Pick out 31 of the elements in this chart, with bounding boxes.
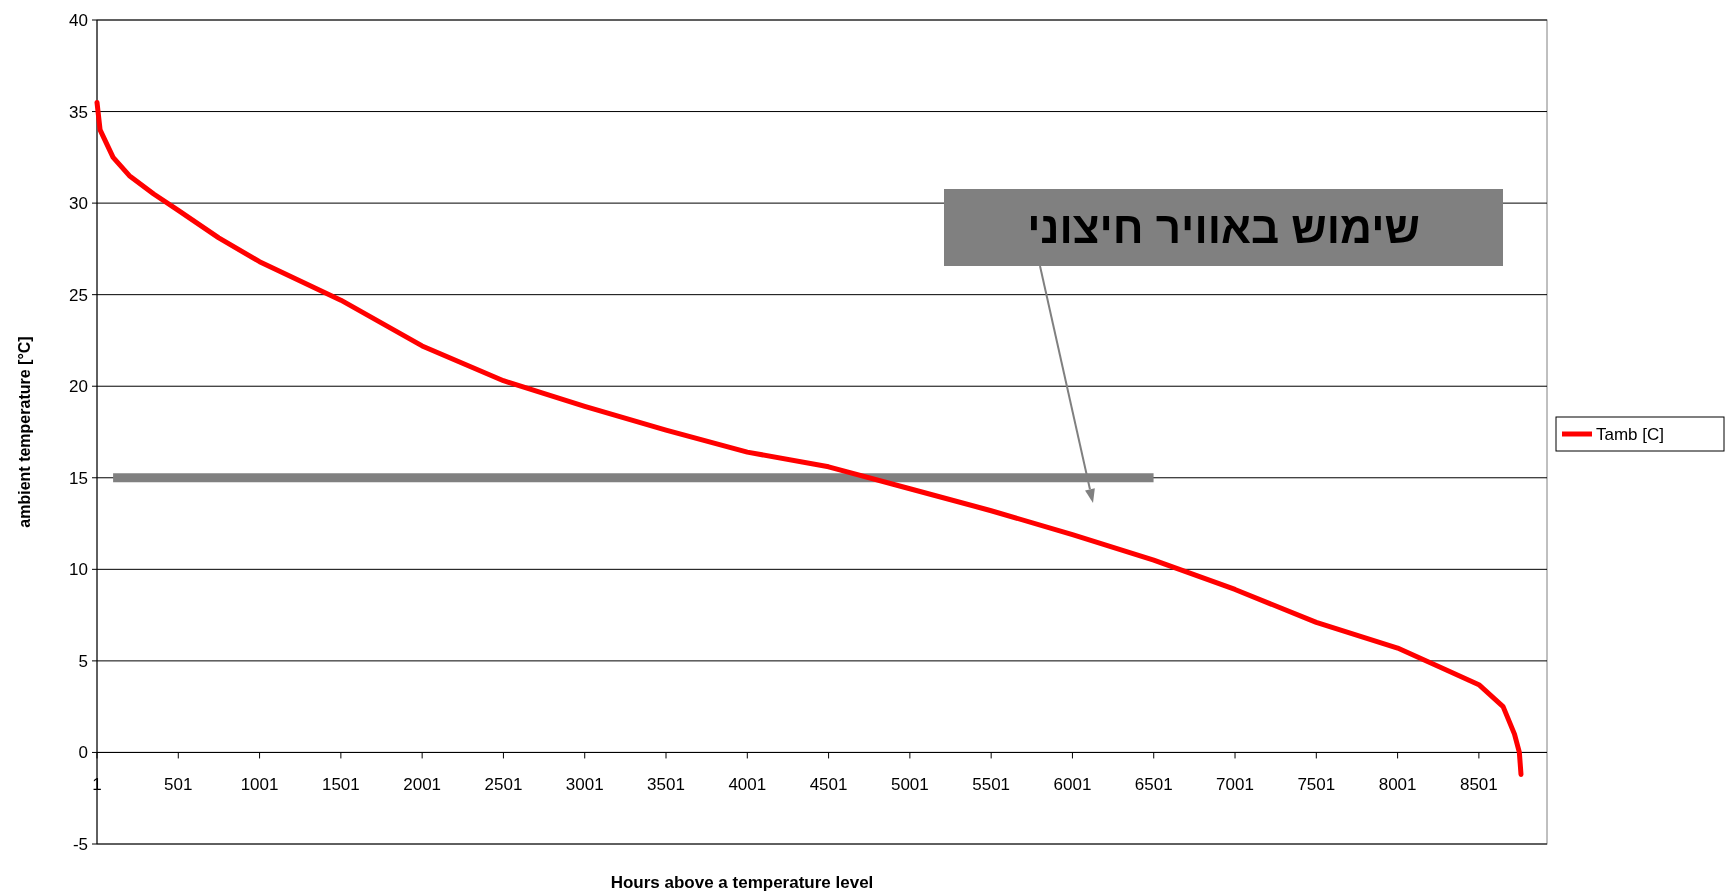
y-tick-label: 0 [78,743,88,763]
x-tick-label: 3501 [647,775,685,795]
y-axis-title: ambient temperature [°C] [16,336,33,528]
y-tick-label: 10 [69,560,88,580]
x-tick-label: 1001 [240,775,279,795]
x-tick-label: 6001 [1053,775,1092,795]
x-tick-label: 5501 [972,775,1011,795]
y-tick-label: 30 [69,194,88,214]
x-tick-label: 1501 [321,775,360,795]
x-tick-label: 7501 [1297,775,1336,795]
x-tick-label: 8001 [1378,775,1417,795]
legend-label: Tamb [C] [1596,425,1665,444]
y-tick-label: 25 [69,285,88,305]
y-tick-label: 15 [69,468,88,488]
x-tick-label: 5001 [890,775,929,795]
x-tick-label: 4001 [728,775,767,795]
x-tick-label: 501 [164,775,193,795]
x-tick-label: 7001 [1216,775,1254,795]
y-tick-label: 40 [69,11,88,30]
y-tick-label: 20 [69,377,88,397]
annotation: שימוש באוויר חיצוני [1027,202,1420,252]
x-tick-label: 8501 [1459,775,1498,795]
x-tick-label: 4501 [809,775,848,795]
x-tick-label: 3001 [565,775,604,795]
y-tick-label: 35 [69,102,88,122]
x-axis-title: Hours above a temperature level [610,873,874,892]
x-tick-label: 2001 [403,775,442,795]
y-tick-label: -5 [72,835,88,854]
y-tick-label: 5 [78,651,88,671]
x-tick-label: 6501 [1134,775,1173,795]
x-tick-label: 2501 [484,775,523,795]
